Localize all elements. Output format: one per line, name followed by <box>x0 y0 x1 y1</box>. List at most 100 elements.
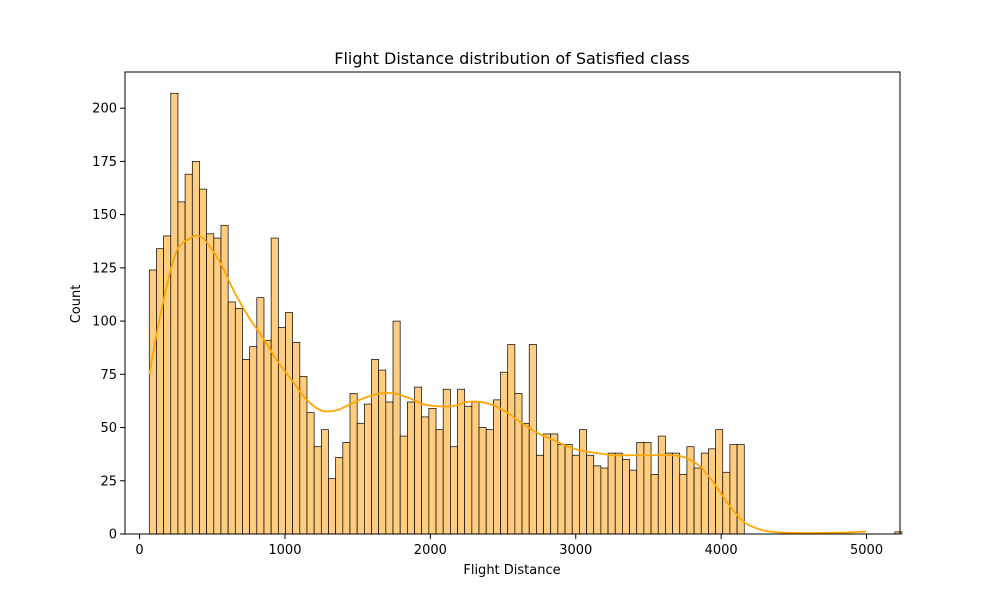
histogram-bar <box>543 433 552 535</box>
histogram-bar <box>378 369 387 535</box>
histogram-bar <box>579 429 587 535</box>
histogram-bar <box>657 435 666 535</box>
histogram-bar <box>242 359 250 535</box>
histogram-bar <box>234 307 243 535</box>
histogram-bar <box>213 237 222 535</box>
histogram-bar <box>607 452 616 535</box>
histogram-bar <box>206 233 215 535</box>
histogram-bar <box>564 444 573 535</box>
histogram-bar <box>600 467 609 535</box>
histogram-bar <box>672 452 681 535</box>
x-tick-label: 0 <box>135 543 143 558</box>
histogram-bar <box>622 459 630 535</box>
histogram-bar <box>292 342 301 535</box>
histogram-bar <box>406 401 415 535</box>
y-tick-label: 0 <box>109 528 117 543</box>
y-tick-label: 25 <box>100 474 117 489</box>
histogram-bar <box>328 478 337 535</box>
histogram-bar <box>636 442 645 535</box>
histogram-bar <box>170 92 179 535</box>
histogram-bar <box>493 399 501 535</box>
histogram-bar <box>700 452 709 535</box>
histogram-bar <box>643 442 652 535</box>
histogram-bar <box>349 393 358 535</box>
histogram-bar <box>156 248 164 535</box>
y-tick-label: 175 <box>92 155 117 170</box>
kde-line <box>148 234 867 534</box>
x-axis-label: Flight Distance <box>463 563 560 578</box>
x-tick-label: 5000 <box>850 543 883 558</box>
histogram-bar <box>550 433 559 535</box>
histogram-bar <box>277 327 286 535</box>
histogram-bar <box>722 471 731 535</box>
y-tick-label: 150 <box>92 208 117 223</box>
histogram-bar <box>184 173 193 535</box>
histogram-bar <box>507 344 516 535</box>
bars-group <box>148 92 903 535</box>
histogram-bar <box>536 454 544 535</box>
histogram-bar <box>227 301 236 535</box>
histogram-bar <box>399 435 408 535</box>
histogram-bar <box>679 474 688 535</box>
y-tick-label: 200 <box>92 102 117 117</box>
histogram-bar <box>371 359 380 535</box>
histogram-bar <box>457 388 466 535</box>
x-tick-label: 4000 <box>705 543 738 558</box>
histogram-bar <box>177 201 186 535</box>
histogram-bar <box>715 429 724 535</box>
histogram-bar <box>464 405 473 535</box>
histogram-bar <box>191 161 200 535</box>
histogram-bar <box>650 474 659 535</box>
histogram-bar <box>586 454 595 535</box>
y-tick-label: 125 <box>92 261 117 276</box>
histogram-bar <box>356 422 365 535</box>
histogram-bar <box>385 401 394 535</box>
histogram-bar <box>571 454 580 535</box>
histogram-bar <box>270 237 279 535</box>
histogram-bar <box>249 346 258 535</box>
x-axis: 0 1000 2000 3000 4000 5000 <box>135 534 883 558</box>
histogram-bar <box>421 416 430 535</box>
histogram-bar <box>392 320 401 535</box>
chart-title: Flight Distance distribution of Satisfie… <box>334 49 689 68</box>
y-tick-label: 50 <box>100 421 117 436</box>
y-axis-label: Count <box>69 285 84 324</box>
y-axis: 0 25 50 75 100 125 150 175 200 <box>92 102 125 543</box>
histogram-bar <box>729 444 738 535</box>
histogram-bar <box>342 442 351 535</box>
histogram-bar <box>693 467 702 535</box>
histogram-bar <box>442 388 451 535</box>
histogram-bar <box>435 429 444 535</box>
histogram-bar <box>665 452 673 535</box>
x-tick-label: 2000 <box>414 543 447 558</box>
histogram-bar <box>708 448 716 535</box>
histogram-bar <box>313 446 322 535</box>
histogram-bar <box>320 429 329 535</box>
histogram-bar <box>148 269 157 535</box>
histogram-bar <box>428 408 437 535</box>
x-tick-label: 3000 <box>559 543 592 558</box>
histogram-bar <box>514 393 523 535</box>
histogram-bar <box>478 427 487 535</box>
histogram-bar <box>263 339 272 535</box>
histogram-bar <box>593 465 602 535</box>
histogram-bar <box>306 412 315 535</box>
x-tick-label: 1000 <box>268 543 301 558</box>
histogram-bar <box>521 422 530 535</box>
histogram-bar <box>335 457 344 535</box>
histogram-bar <box>629 469 638 535</box>
histogram-bar <box>500 371 509 535</box>
plot-frame <box>124 71 901 535</box>
y-tick-label: 75 <box>100 368 117 383</box>
histogram-bar <box>471 401 480 535</box>
histogram-bar <box>557 444 566 535</box>
histogram-bar <box>528 344 537 535</box>
histogram-bar <box>363 403 372 535</box>
y-tick-label: 100 <box>92 315 117 330</box>
histogram-bar <box>414 386 423 535</box>
histogram-bar <box>285 312 294 535</box>
histogram-bar <box>450 446 458 535</box>
histogram-bar <box>614 452 623 535</box>
